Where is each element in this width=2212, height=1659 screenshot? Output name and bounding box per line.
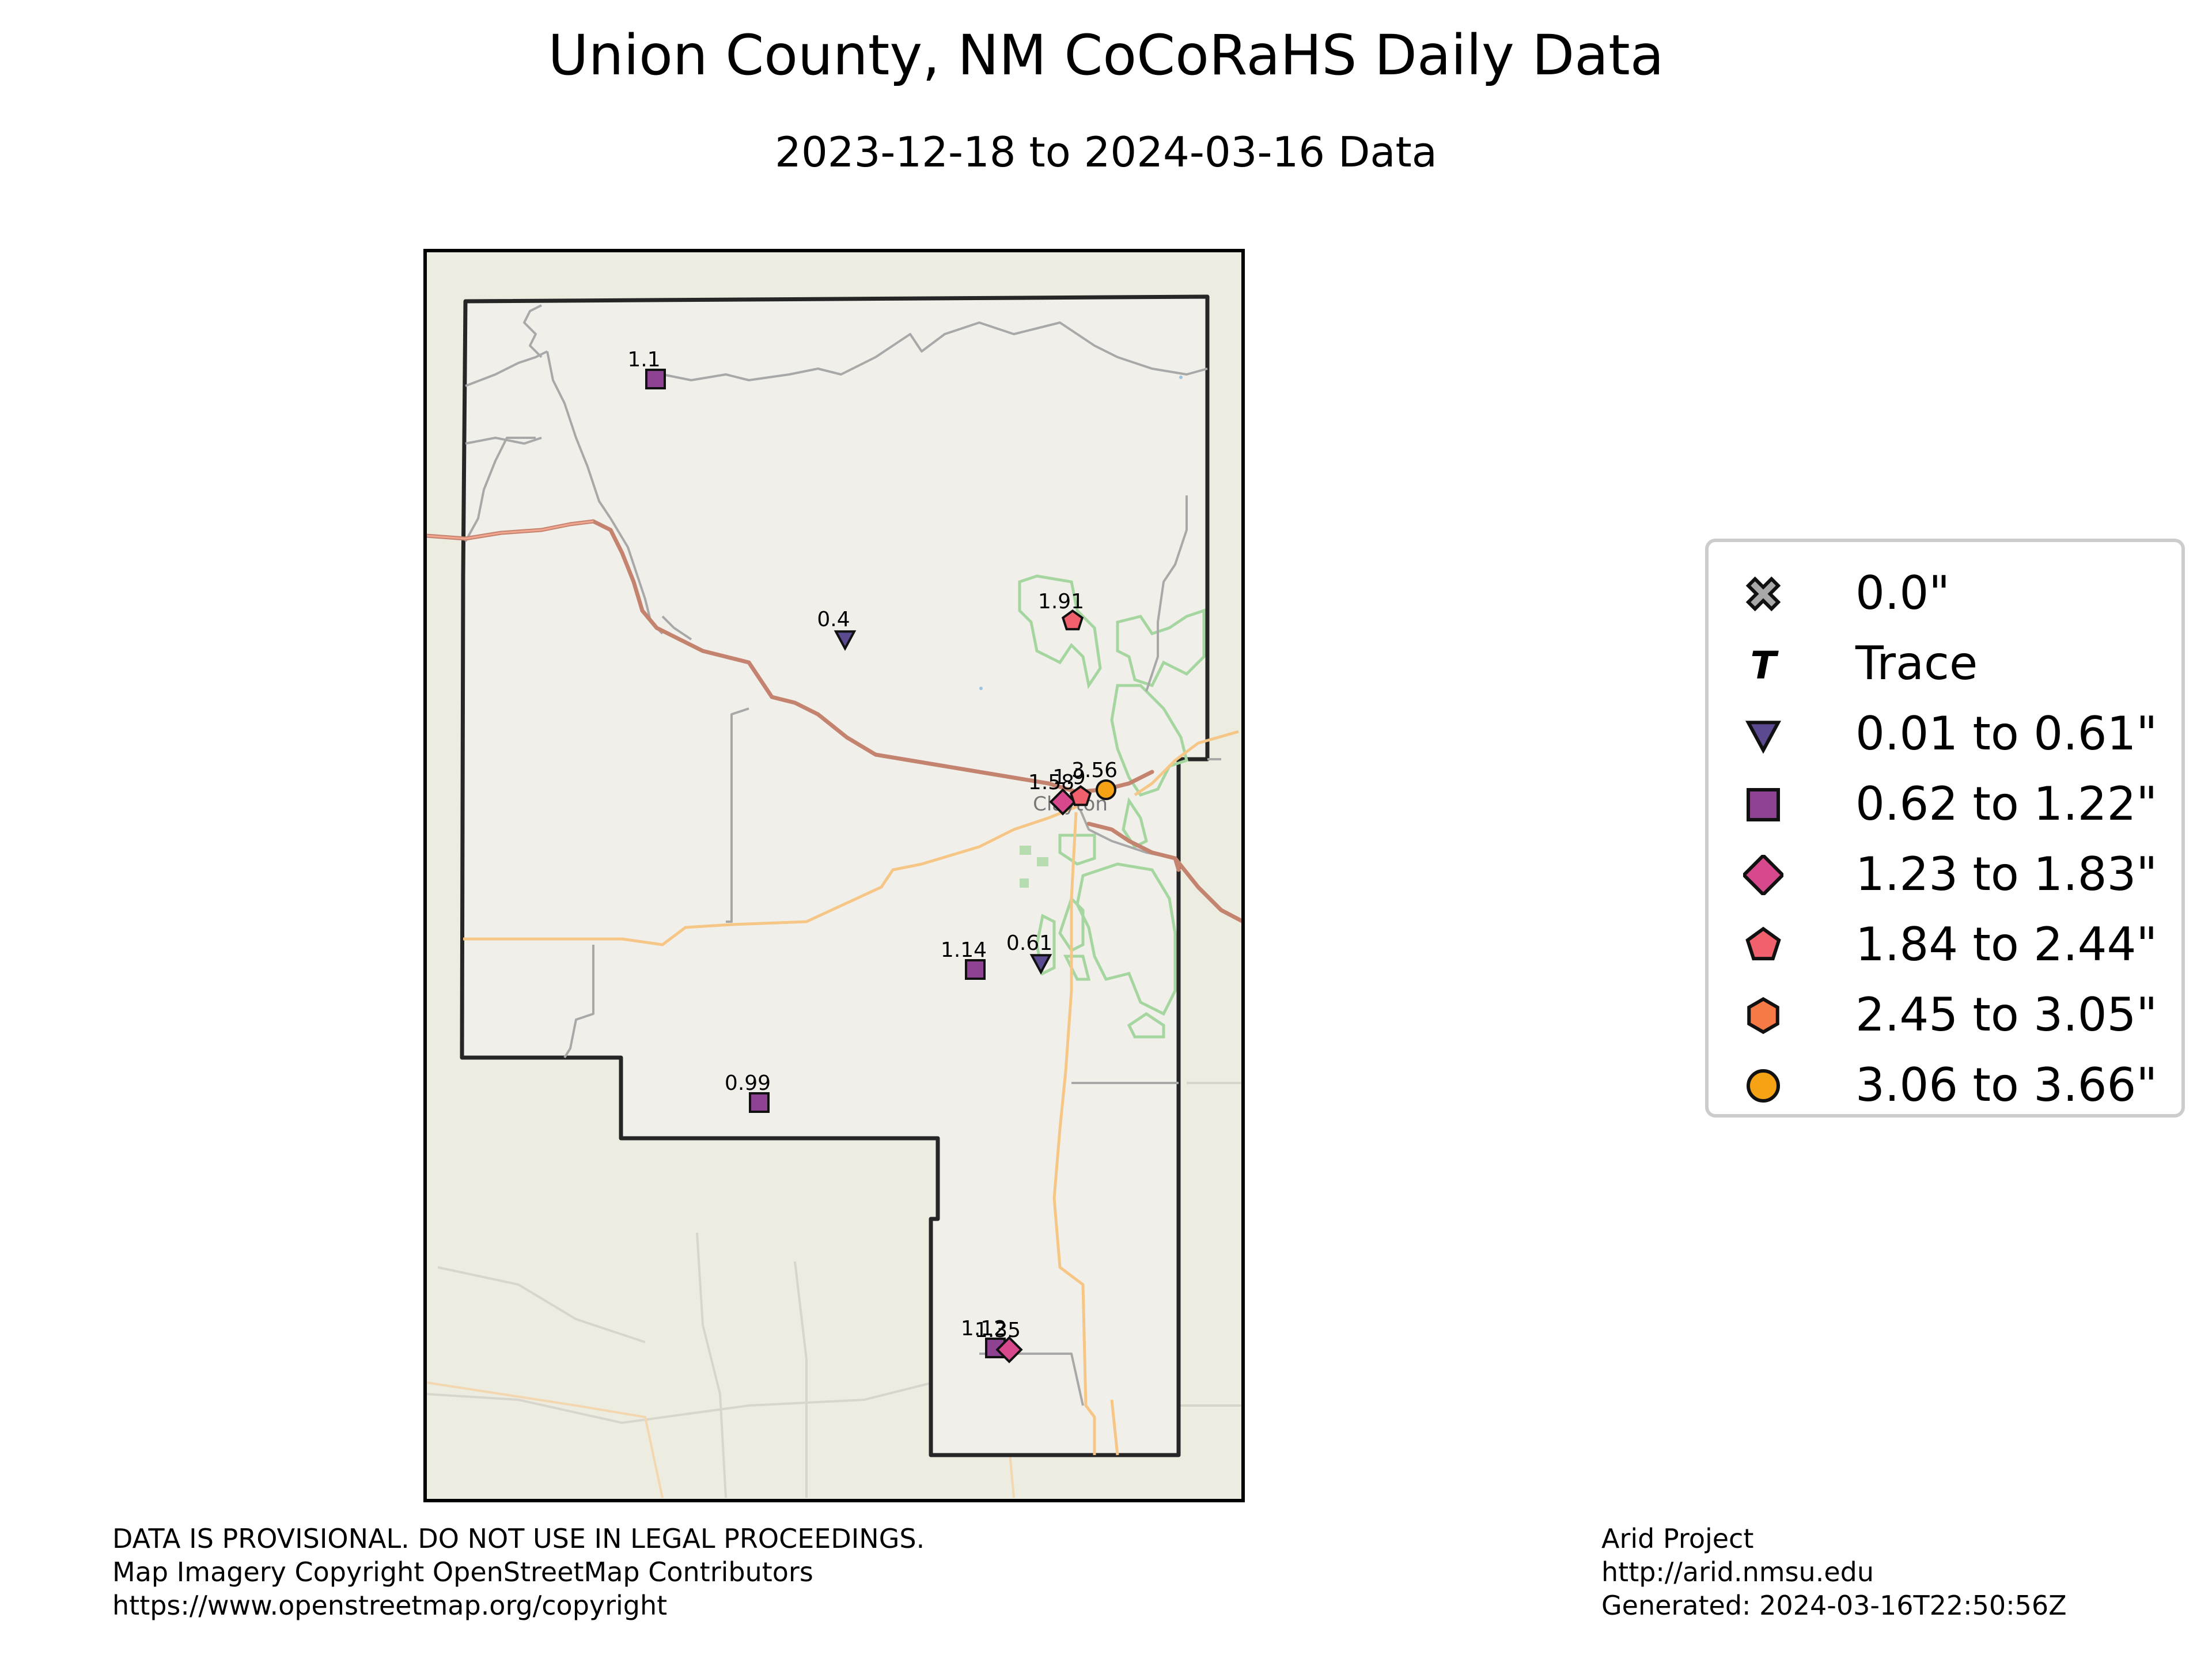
hexagon-icon <box>1747 997 1779 1035</box>
state-roads <box>463 730 1239 1456</box>
station-value-label: 3.56 <box>1071 759 1118 782</box>
water-dot <box>979 687 983 690</box>
legend-label: 0.0" <box>1855 566 1950 620</box>
station-value-label: 0.61 <box>1006 931 1052 955</box>
legend-item: 1.23 to 1.83" <box>1709 843 2181 907</box>
legend-label: 2.45 to 3.05" <box>1855 988 2158 1041</box>
legend-item: 2.45 to 3.05" <box>1709 984 2181 1047</box>
station-marker[interactable] <box>1069 785 1092 806</box>
square-icon <box>1747 788 1780 821</box>
station-markers: 1.1 0.4 1.91 1.581.93.56 1.14 0.61 0.99 1.121.3… <box>627 348 1118 1363</box>
diamond-icon <box>1743 855 1783 895</box>
minor-roads <box>464 304 1221 1406</box>
svg-text:T: T <box>1750 644 1779 684</box>
station-marker[interactable] <box>834 630 857 652</box>
water-dot <box>1179 376 1183 379</box>
legend-item: T Trace <box>1709 632 2181 696</box>
legend-item: 0.62 to 1.22" <box>1709 773 2181 836</box>
legend-label: 3.06 to 3.66" <box>1855 1058 2158 1112</box>
station-value-label: 1.58 <box>1028 771 1074 794</box>
station-value-label: 1.1 <box>627 348 660 372</box>
x-icon <box>1745 576 1781 612</box>
footer-disclaimer: DATA IS PROVISIONAL. DO NOT USE IN LEGAL… <box>112 1523 925 1621</box>
triangle-icon <box>1745 721 1782 754</box>
station-marker[interactable] <box>965 959 986 980</box>
station-value-label: 1.14 <box>941 938 987 962</box>
legend-label: Trace <box>1855 637 1978 690</box>
t-icon: T <box>1750 644 1779 684</box>
station-value-label: 1.35 <box>975 1319 1021 1342</box>
grassland-small-patches <box>1020 846 1048 888</box>
legend-label: 1.23 to 1.83" <box>1855 847 2158 901</box>
station-value-label: 1.9 <box>1052 766 1085 789</box>
station-marker[interactable] <box>1029 954 1052 975</box>
station-marker[interactable] <box>1049 788 1077 816</box>
station-value-label: 0.99 <box>725 1071 771 1095</box>
legend-item: 1.84 to 2.44" <box>1709 914 2181 977</box>
circle-icon <box>1747 1069 1780 1103</box>
station-marker[interactable] <box>1096 779 1116 800</box>
station-value-label: 1.91 <box>1038 590 1084 613</box>
map-title: Union County, NM CoCoRaHS Daily Data <box>548 23 1664 88</box>
background-roads <box>426 1082 1243 1498</box>
map-frame <box>423 249 1245 1502</box>
station-marker[interactable] <box>645 369 666 389</box>
station-marker[interactable] <box>749 1092 770 1113</box>
legend-label: 0.01 to 0.61" <box>1855 707 2158 760</box>
highway-edge <box>426 520 594 540</box>
legend-item: 0.0" <box>1709 562 2181 626</box>
station-marker[interactable] <box>995 1336 1023 1363</box>
station-marker[interactable] <box>1061 609 1084 631</box>
map-subtitle: 2023-12-18 to 2024-03-16 Data <box>775 128 1437 176</box>
legend-label: 0.62 to 1.22" <box>1855 777 2158 831</box>
station-value-label: 1.12 <box>961 1317 1007 1340</box>
map-legend: 0.0" T Trace 0.01 to 0.61" 0.62 to 1.22" 1.23… <box>1705 539 2185 1118</box>
footer-credits: Arid Project http://arid.nmsu.edu Genera… <box>1601 1523 2067 1621</box>
legend-label: 1.84 to 2.44" <box>1855 918 2158 971</box>
legend-item: 3.06 to 3.66" <box>1709 1054 2181 1118</box>
station-value-label: 0.4 <box>817 608 850 631</box>
grassland-areas <box>1018 574 1206 1039</box>
legend-item: 0.01 to 0.61" <box>1709 703 2181 766</box>
pentagon-icon <box>1745 926 1781 961</box>
